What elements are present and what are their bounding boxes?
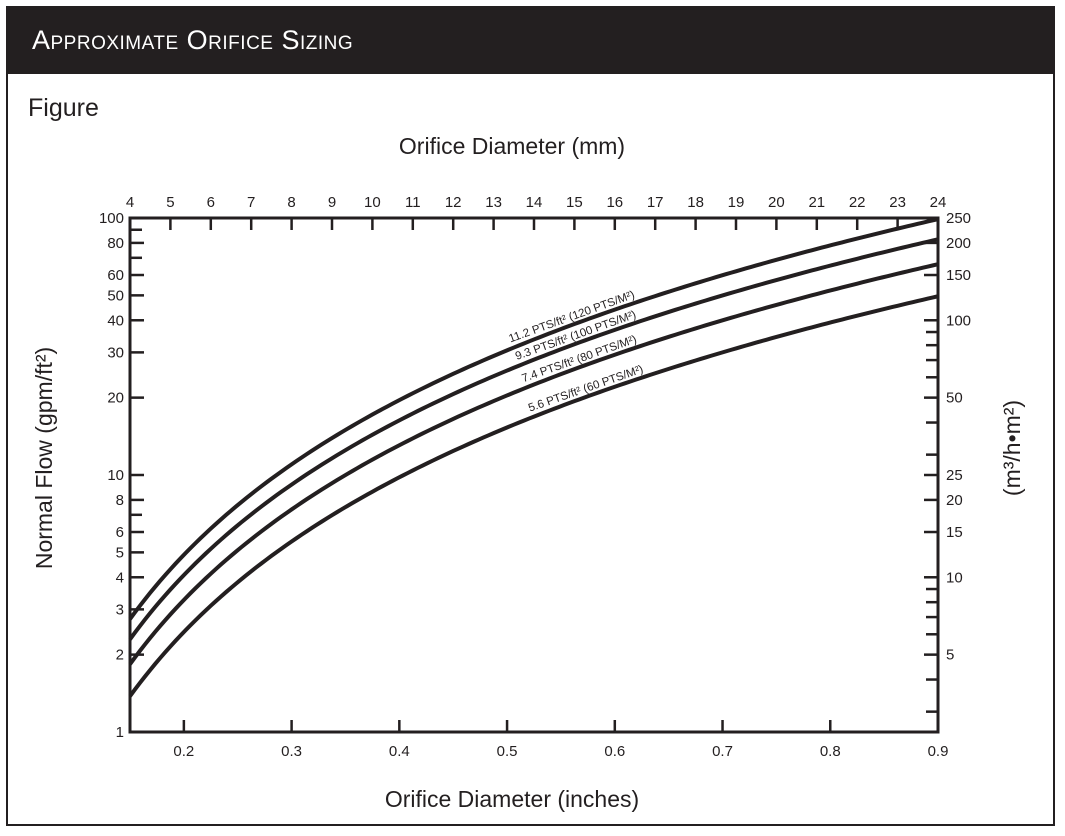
y-tick-label: 6 [116,524,124,541]
x-tick-label: 0.6 [604,743,625,760]
y-tick-label: 20 [107,390,124,407]
x2-tick-label: 7 [247,194,255,211]
x2-tick-label: 9 [328,194,336,211]
y2-tick-label: 20 [946,492,963,509]
y2-tick-label: 25 [946,467,963,484]
y2-tick-label: 15 [946,524,963,541]
y2-tick-label: 150 [946,267,971,284]
y-axis-title-right: (m³/h•m²) [999,400,1025,496]
x2-tick-label: 4 [126,194,134,211]
x-tick-label: 0.5 [497,743,518,760]
page-title: Approximate Orifice Sizing [32,25,354,55]
y-tick-label: 50 [107,287,124,304]
tick-marks [128,216,940,734]
series-lines [128,217,939,698]
x2-tick-label: 24 [930,194,947,211]
x2-tick-label: 11 [405,194,421,211]
x2-tick-label: 17 [647,194,664,211]
figure-label: Figure [28,94,99,122]
y-axis-title-left: Normal Flow (gpm/ft²) [31,347,57,569]
x-tick-label: 0.3 [281,743,302,760]
x2-tick-label: 21 [808,194,825,211]
series-line [128,237,939,641]
y2-tick-label: 5 [946,647,954,664]
y-tick-label: 4 [116,569,124,586]
x2-tick-label: 12 [445,194,462,211]
y2-tick-label: 200 [946,235,971,252]
x2-axis-title: Orifice Diameter (mm) [399,133,625,159]
y2-tick-label: 250 [946,210,971,227]
x2-tick-label: 15 [566,194,583,211]
y2-tick-label: 100 [946,312,971,329]
series-line [128,294,939,698]
series-line [128,262,939,666]
x2-tick-label: 16 [606,194,623,211]
x2-tick-label: 22 [849,194,866,211]
title-bar: Approximate Orifice Sizing [8,8,1053,74]
tick-labels: 0.2 0.3 0.4 0.5 0.6 0.7 0.8 0.94 5 6 7 8 9 10 11 12 13 14… [99,194,971,760]
x2-tick-label: 8 [287,194,295,211]
y-tick-label: 2 [116,647,124,664]
y-tick-label: 40 [107,312,124,329]
x2-tick-label: 19 [728,194,745,211]
x2-tick-label: 14 [526,194,543,211]
y-tick-label: 8 [116,492,124,509]
x2-tick-label: 20 [768,194,785,211]
y-tick-label: 30 [107,344,124,361]
y2-tick-label: 50 [946,390,963,407]
x2-tick-label: 10 [364,194,381,211]
x2-tick-label: 5 [166,194,174,211]
x-tick-label: 0.2 [173,743,194,760]
y-tick-label: 80 [107,235,124,252]
x2-tick-label: 23 [889,194,906,211]
x-tick-label: 0.4 [389,743,410,760]
y-tick-label: 3 [116,601,124,618]
y-tick-label: 10 [107,467,124,484]
x-tick-label: 0.9 [928,743,949,760]
series-line [128,217,939,621]
y-tick-label: 5 [116,544,124,561]
y2-tick-label: 10 [946,569,963,586]
y-tick-label: 100 [99,210,124,227]
figure-frame: Approximate Orifice Sizing Figure [6,6,1055,826]
y-tick-label: 1 [116,724,124,741]
x-axis-title: Orifice Diameter (inches) [385,786,639,812]
x-tick-label: 0.8 [820,743,841,760]
x2-tick-label: 18 [687,194,704,211]
x-tick-label: 0.7 [712,743,733,760]
x2-tick-label: 13 [485,194,502,211]
y-tick-label: 60 [107,267,124,284]
x2-tick-label: 6 [207,194,215,211]
